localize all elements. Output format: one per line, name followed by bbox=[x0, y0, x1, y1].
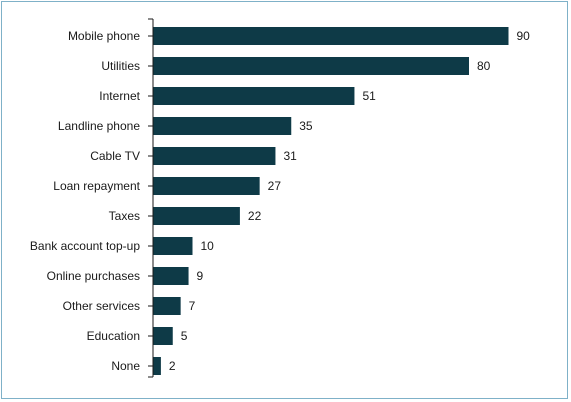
bar-other-services bbox=[153, 297, 181, 315]
bar-mobile-phone bbox=[153, 27, 509, 45]
value-label-loan-repayment: 27 bbox=[268, 179, 282, 193]
category-label-none: None bbox=[111, 359, 140, 373]
bar-taxes bbox=[153, 207, 240, 225]
bar-online-purchases bbox=[153, 267, 189, 285]
bar-landline-phone bbox=[153, 117, 292, 135]
value-label-utilities: 80 bbox=[477, 59, 491, 73]
category-labels-group: Mobile phone Utilities Internet Landline ph… bbox=[30, 29, 141, 373]
bar-bank-account-top-up bbox=[153, 237, 193, 255]
value-label-bank-account-top-up: 10 bbox=[201, 239, 215, 253]
value-label-education: 5 bbox=[181, 329, 188, 343]
value-label-landline-phone: 35 bbox=[299, 119, 313, 133]
bar-utilities bbox=[153, 57, 469, 75]
category-label-loan-repayment: Loan repayment bbox=[53, 179, 140, 193]
bars-group bbox=[153, 27, 509, 375]
bar-loan-repayment bbox=[153, 177, 260, 195]
category-label-cable-tv: Cable TV bbox=[90, 149, 140, 163]
category-label-bank-account-top-up: Bank account top-up bbox=[30, 239, 140, 253]
value-label-internet: 51 bbox=[362, 89, 376, 103]
bar-none bbox=[153, 357, 161, 375]
value-labels-group: 90 80 51 35 31 27 22 10 9 7 5 2 bbox=[169, 29, 530, 373]
bar-education bbox=[153, 327, 173, 345]
bar-cable-tv bbox=[153, 147, 276, 165]
value-label-mobile-phone: 90 bbox=[517, 29, 531, 43]
category-label-utilities: Utilities bbox=[101, 59, 140, 73]
category-label-internet: Internet bbox=[99, 89, 140, 103]
value-label-none: 2 bbox=[169, 359, 176, 373]
value-label-cable-tv: 31 bbox=[283, 149, 297, 163]
category-label-mobile-phone: Mobile phone bbox=[68, 29, 140, 43]
category-label-taxes: Taxes bbox=[109, 209, 140, 223]
value-label-other-services: 7 bbox=[189, 299, 196, 313]
category-label-education: Education bbox=[87, 329, 140, 343]
category-label-online-purchases: Online purchases bbox=[47, 269, 140, 283]
value-label-taxes: 22 bbox=[248, 209, 262, 223]
category-label-other-services: Other services bbox=[63, 299, 140, 313]
axis-group bbox=[148, 18, 154, 378]
category-label-landline-phone: Landline phone bbox=[58, 119, 140, 133]
bar-internet bbox=[153, 87, 355, 105]
value-label-online-purchases: 9 bbox=[197, 269, 204, 283]
